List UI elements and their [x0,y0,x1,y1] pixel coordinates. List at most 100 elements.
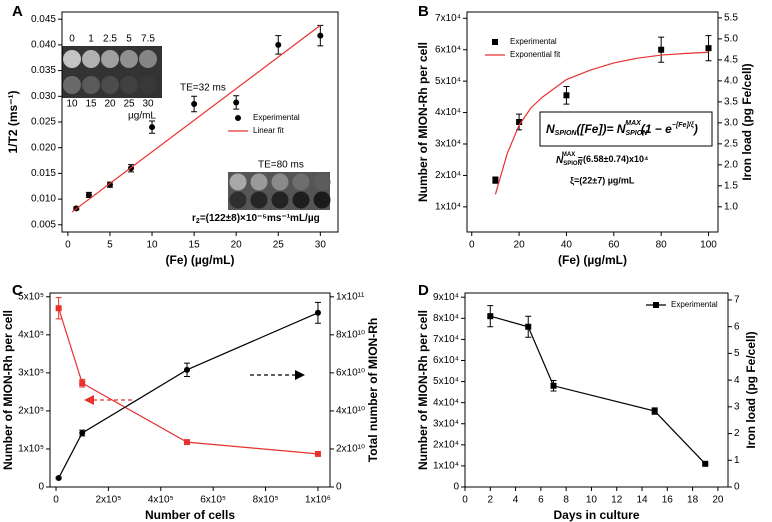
data-point [55,305,62,312]
fit-formula: NSPION([Fe])= NSPIONMAX(1 − e−[Fe]/ξ) [546,120,698,137]
x-tick-label: 2x10⁵ [95,495,121,506]
y-tick-label: 0.015 [31,168,56,179]
y-tick-label: 2x10⁵ [18,406,44,417]
y2-tick-label: 8x10¹⁰ [336,329,365,340]
legend-marker [492,39,498,45]
y2-tick-label: 7 [734,295,740,306]
series-line [58,312,319,479]
data-point [705,45,712,52]
y-tick-label: 3x10⁴ [433,418,459,429]
y-tick-label: 0.010 [31,194,56,205]
data-point [314,309,321,316]
legend-marker [653,302,659,308]
concentration-label: 1 [88,34,94,45]
concentration-label: 20 [104,99,116,110]
y-tick-label: 7x10⁴ [433,334,459,345]
panel-label: B [418,3,429,20]
x-tick-label: 10 [146,240,158,251]
data-point [516,119,523,125]
x-axis-label: (Fe) (µg/mL) [558,253,627,267]
x-axis-label: (Fe) (µg/mL) [166,253,235,267]
x-tick-label: 40 [561,240,573,251]
y2-tick-label: 3.5 [724,96,738,107]
x-tick-label: 8x10⁵ [253,495,279,506]
y2-tick-label: 6 [734,321,740,332]
plot-frame [49,292,331,488]
data-point [233,99,240,106]
y2-tick-label: 6x10¹⁰ [336,368,365,379]
data-point [149,124,156,131]
x-tick-label: 15 [189,240,201,251]
y2-tick-label: 0 [336,482,342,493]
y2-axis-label: Iron load (pg Fe/cell) [740,63,754,180]
data-point [492,177,499,184]
data-point [563,92,570,99]
fit-max: NSPIONMAX =(6.58±0.74)x10⁴ [556,152,648,167]
x-tick-label: 14 [636,495,648,506]
x-tick-label: 60 [608,240,620,251]
plot-frame [466,11,719,233]
y-tick-label: 0.040 [31,40,56,51]
concentration-label: 5 [126,34,132,45]
y-tick-label: 1x10⁴ [433,461,459,472]
y2-tick-label: 2.0 [724,159,738,170]
y2-tick-label: 5.0 [724,34,738,45]
y2-tick-label: 4.0 [724,75,738,86]
data-point [702,460,709,467]
series-line [71,24,321,213]
data-point [79,429,86,436]
plot-frame [464,292,729,488]
y2-axis-label: Iron load (pg Fe/cell) [744,331,758,448]
concentration-unit: µg/mL [128,111,156,122]
y2-tick-label: 4x10¹⁰ [336,406,365,417]
y-axis-label: Number of MION-Rh per cell [416,310,430,470]
x-tick-label: 20 [231,240,243,251]
y2-tick-label: 4 [734,375,740,386]
x-tick-label: 8 [563,495,569,506]
y-tick-label: 1x10⁵ [18,444,44,455]
te-label: TE=80 ms [258,160,304,171]
y2-tick-label: 5 [734,348,740,359]
y2-tick-label: 1.0 [724,201,738,212]
legend-label: Experimental [510,37,557,46]
data-point [651,408,658,415]
data-point [658,46,665,53]
y2-tick-label: 1x10¹¹ [336,291,365,302]
data-point [317,32,324,39]
y-tick-label: 2x10⁴ [435,170,461,181]
y-tick-label: 3x10⁴ [435,139,461,150]
x-tick-label: 25 [273,240,285,251]
y2-tick-label: 3 [734,401,740,412]
x-tick-label: 100 [700,240,717,251]
y-tick-label: 7x10⁴ [435,13,461,24]
y2-tick-label: 2 [734,428,740,439]
y-axis-label: Number of MION-Rh per cell [416,42,430,202]
x-tick-label: 4x10⁵ [148,495,174,506]
y2-tick-label: 1 [734,455,740,466]
legend-label: Experimental [671,300,718,309]
y-tick-label: 0.020 [31,142,56,153]
y2-tick-label: 2x10¹⁰ [336,444,365,455]
x-tick-label: 5 [107,240,113,251]
y2-tick-label: 5.5 [724,13,738,24]
y-axis-label: Number of MION-Rh per cell [1,310,15,470]
y-tick-label: 5x10⁵ [18,291,44,302]
legend-label: Linear fit [253,126,284,135]
data-point [183,439,190,446]
y-tick-label: 1x10⁴ [435,201,461,212]
formula-box [539,111,713,147]
y-tick-label: 5x10⁴ [433,376,459,387]
series-line [490,315,706,465]
y2-tick-label: 0 [734,482,740,493]
x-tick-label: 6 [538,495,544,506]
data-point [314,450,321,457]
concentration-label: 10 [66,99,78,110]
concentration-label: 15 [85,99,97,110]
y2-tick-label: 2.5 [724,138,738,149]
y2-axis-label: Total number of MION-Rh [366,318,380,462]
y-tick-label: 0.035 [31,65,56,76]
x-tick-label: 1x10⁶ [305,495,331,506]
y-tick-label: 6x10⁴ [435,44,461,55]
